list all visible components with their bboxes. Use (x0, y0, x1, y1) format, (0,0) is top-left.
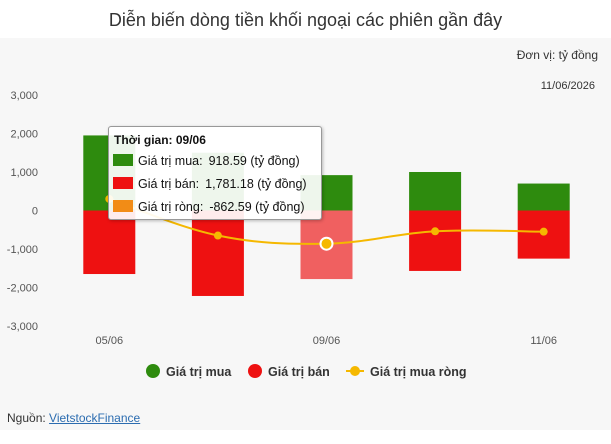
buy-bar (409, 172, 462, 211)
tooltip-title-value: 09/06 (175, 133, 206, 147)
tooltip-row-sell: Giá trị bán: 1,781.18 (tỷ đồng) (113, 176, 307, 192)
tooltip-swatch-net (113, 200, 133, 212)
y-tick-label: 1,000 (10, 167, 38, 179)
tooltip-swatch-buy (113, 154, 133, 166)
y-tick-label: -3,000 (7, 321, 38, 333)
legend-marker-buy (146, 364, 160, 378)
net-point (431, 227, 440, 236)
tooltip-label-sell: Giá trị bán: (138, 177, 200, 191)
legend-label-net: Giá trị mua ròng (370, 365, 467, 379)
tooltip-swatch-sell (113, 177, 133, 189)
tooltip-row-buy: Giá trị mua: 918.59 (tỷ đồng) (113, 153, 300, 169)
tooltip-title: Thời gian: 09/06 (114, 133, 206, 147)
tooltip-label-buy: Giá trị mua: (138, 154, 203, 168)
net-point (539, 227, 548, 236)
net-point (319, 236, 334, 251)
y-tick-label: 0 (32, 206, 38, 218)
tooltip-label-net: Giá trị ròng: (138, 200, 204, 214)
x-tick-label: 11/06 (530, 335, 557, 347)
y-tick-label: 2,000 (10, 129, 38, 141)
tooltip: Thời gian: 09/06 Giá trị mua: 918.59 (tỷ … (108, 126, 322, 220)
tooltip-row-net: Giá trị ròng: -862.59 (tỷ đồng) (113, 199, 305, 215)
net-point (213, 231, 222, 240)
tooltip-title-label: Thời gian: (114, 133, 173, 147)
source-link[interactable]: VietstockFinance (49, 411, 141, 425)
date-label: 11/06/2026 (540, 80, 595, 92)
legend-label-sell: Giá trị bán (268, 365, 330, 379)
x-tick-label: 09/06 (313, 335, 341, 347)
sell-bar (83, 210, 136, 275)
legend-item-sell[interactable]: Giá trị bán (248, 362, 330, 382)
buy-bar (517, 183, 570, 211)
axis-layer: 3,000 2,000 1,000 0 -1,000 -2,000 -3,000 05/06 0… (7, 90, 557, 347)
x-tick-label: 05/06 (96, 335, 124, 347)
legend-item-buy[interactable]: Giá trị mua (146, 362, 231, 382)
legend-item-net[interactable]: Giá trị mua ròng (346, 362, 467, 382)
tooltip-value-buy: 918.59 (tỷ đồng) (208, 154, 300, 168)
plot-area: 3,000 2,000 1,000 0 -1,000 -2,000 -3,000 05/06 0… (0, 38, 611, 430)
y-tick-label: -1,000 (7, 244, 38, 256)
chart-title: Diễn biến dòng tiền khối ngoại các phiên… (108, 10, 503, 30)
y-tick-label: -2,000 (7, 283, 38, 295)
tooltip-value-sell: 1,781.18 (tỷ đồng) (205, 177, 307, 191)
legend-label-buy: Giá trị mua (166, 365, 232, 379)
legend: Giá trị mua Giá trị bán Giá trị mua ròng (0, 362, 611, 382)
sell-bar (409, 210, 462, 271)
legend-marker-net (346, 364, 364, 378)
y-tick-label: 3,000 (10, 90, 38, 102)
legend-marker-sell (248, 364, 262, 378)
source-line: Nguồn: VietstockFinance (7, 411, 140, 425)
tooltip-value-net: -862.59 (tỷ đồng) (209, 200, 305, 214)
unit-label: Đơn vị: tỷ đồng (516, 48, 598, 62)
sell-bar (191, 210, 244, 296)
source-label: Nguồn: (7, 411, 46, 425)
